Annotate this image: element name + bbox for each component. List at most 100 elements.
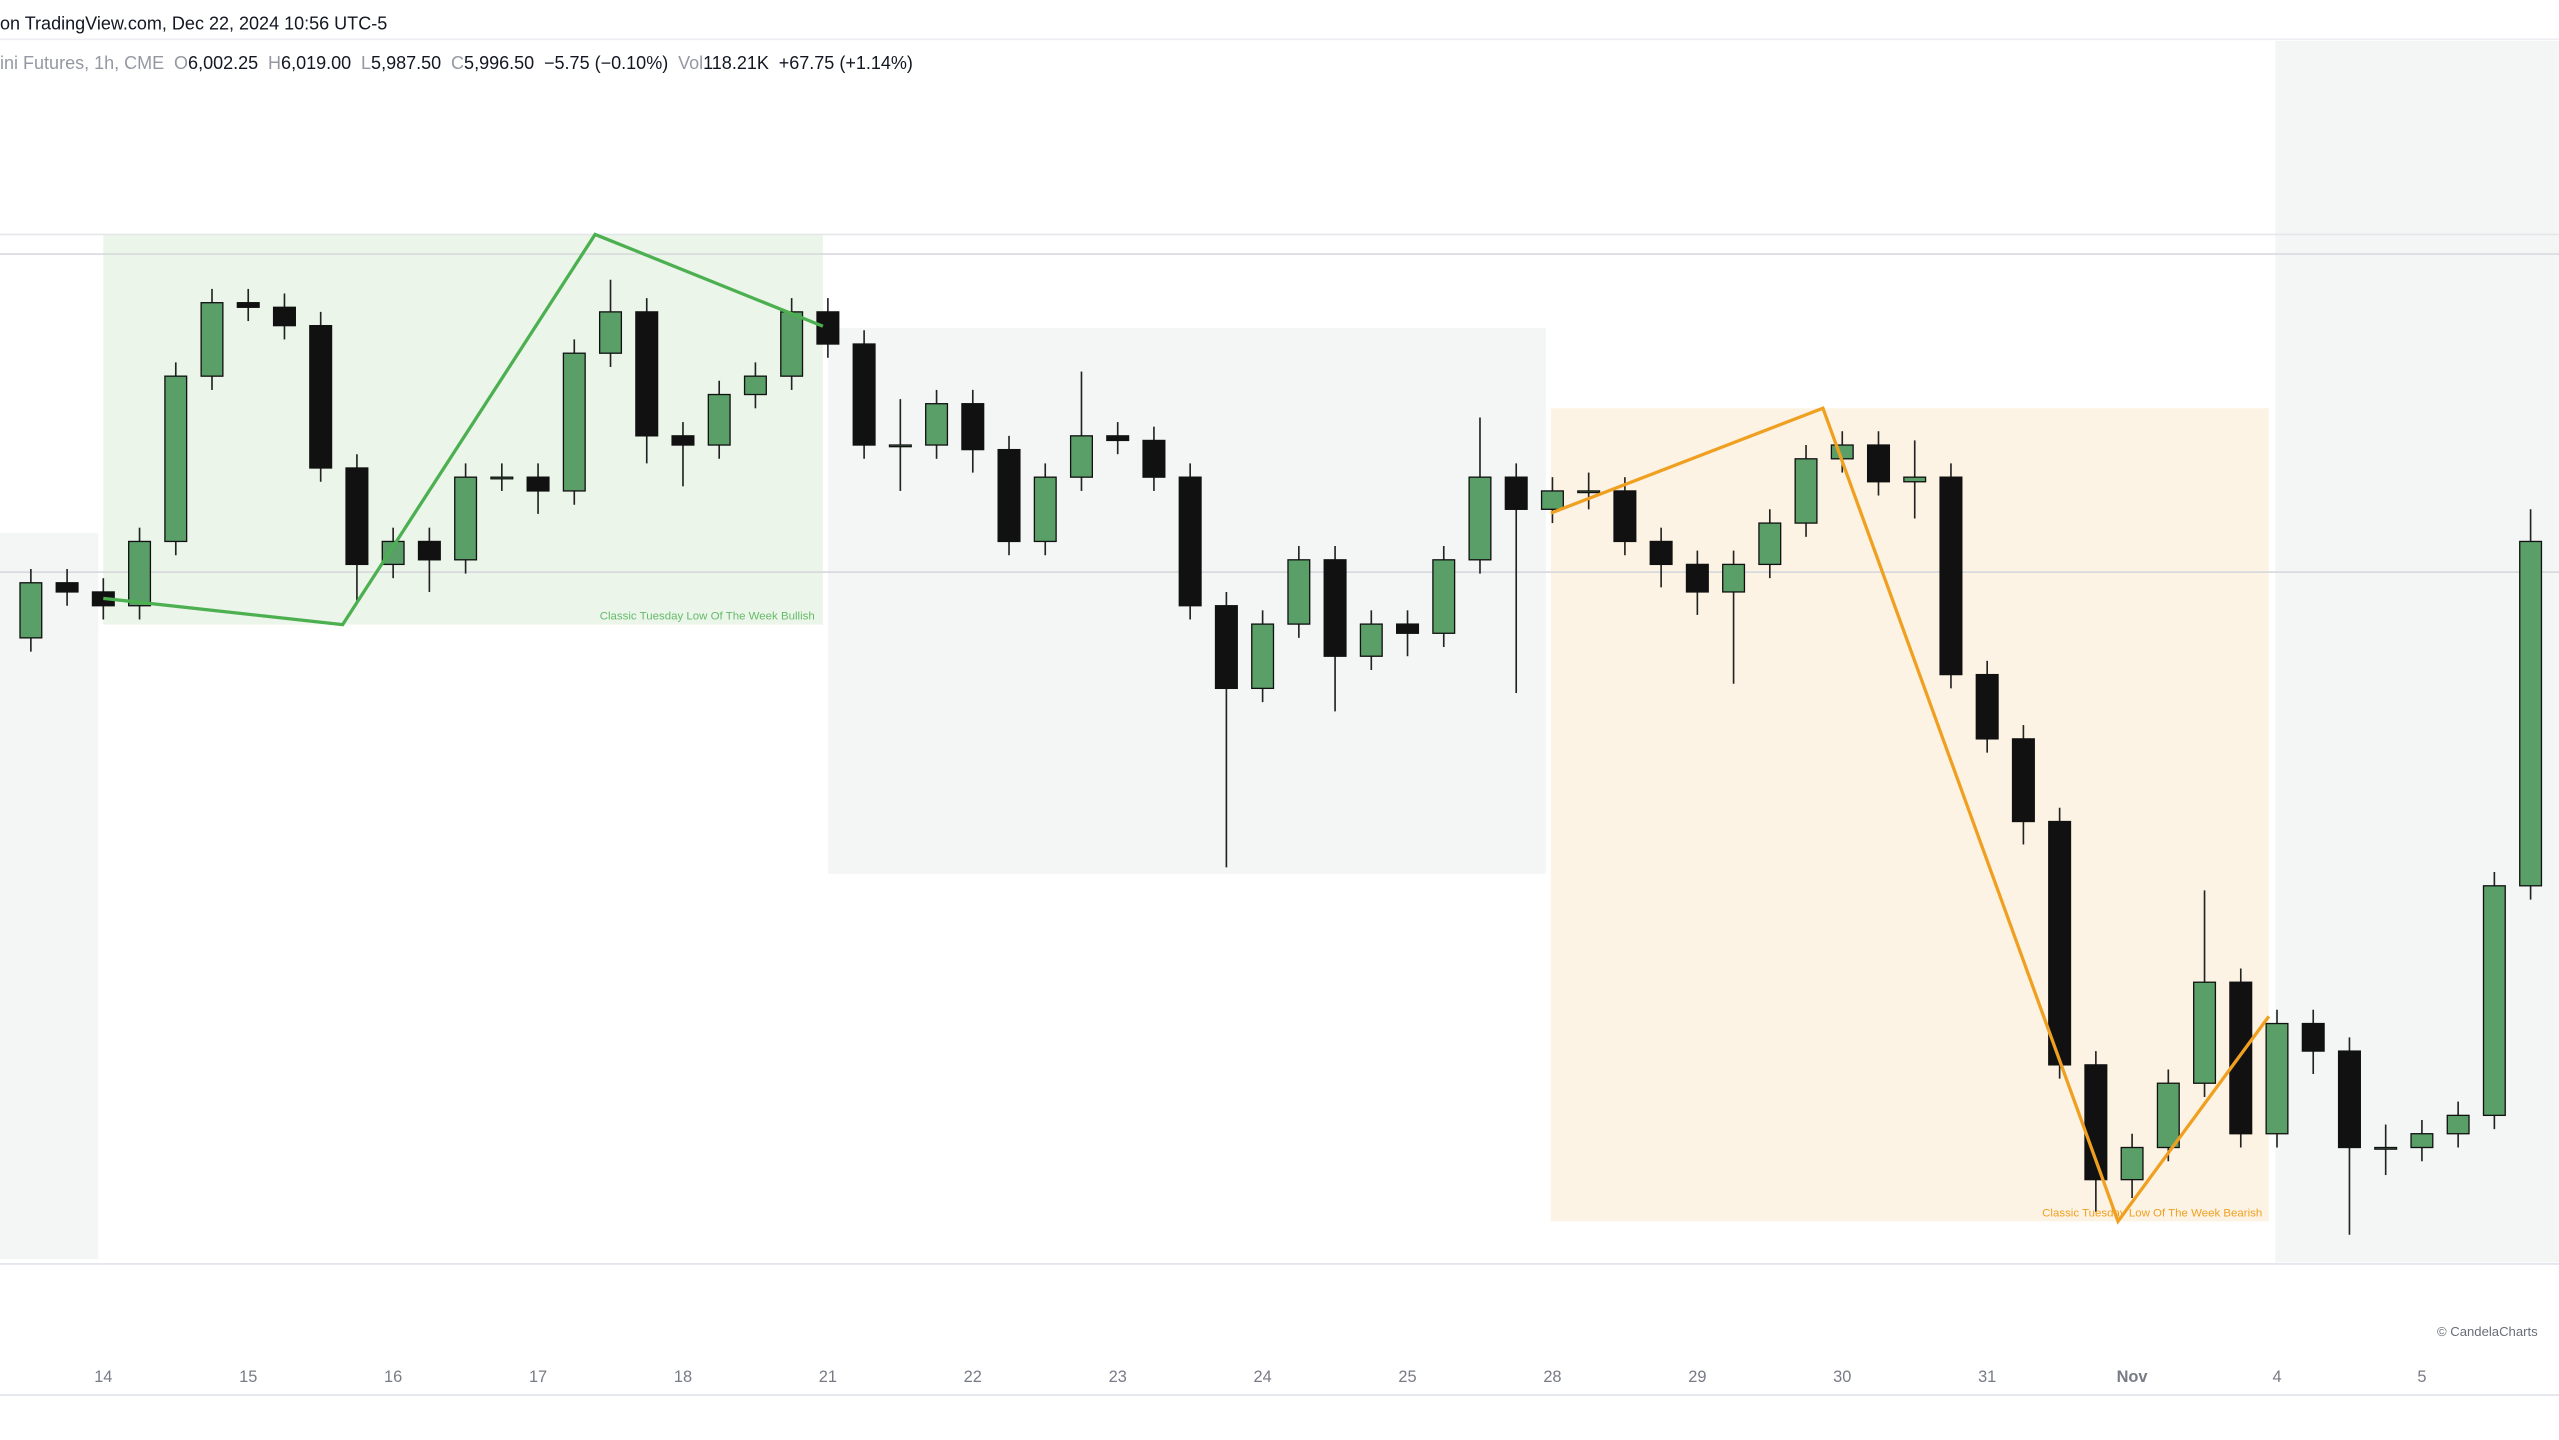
- candle-body: [1722, 563, 1746, 593]
- candle-body: [1685, 563, 1709, 593]
- candle-body: [128, 540, 152, 607]
- x-tick-label: 28: [1543, 1368, 1561, 1386]
- x-tick-label: 21: [819, 1368, 837, 1386]
- ohlc-label: L: [361, 53, 371, 73]
- candle-body: [1939, 476, 1963, 676]
- ohlc-label: C: [451, 53, 464, 73]
- candle-body: [55, 582, 79, 593]
- x-tick-label: 31: [1978, 1368, 1996, 1386]
- candle-body: [1359, 623, 1383, 657]
- candle-body: [1903, 476, 1927, 483]
- candle-body: [2410, 1133, 2434, 1149]
- ohlc-value: 5,987.50: [371, 53, 441, 73]
- zone-label: Classic Tuesday Low Of The Week Bullish: [600, 611, 815, 623]
- candle-body: [1540, 490, 1564, 510]
- candle-body: [1142, 439, 1166, 478]
- candle-body: [2156, 1082, 2180, 1149]
- source-line: on TradingView.com, Dec 22, 2024 10:56 U…: [0, 14, 387, 34]
- x-tick-label: 4: [2272, 1368, 2281, 1386]
- zone-label: Classic Tuesday Low Of The Week Bearish: [2042, 1207, 2262, 1219]
- x-tick-label: 22: [964, 1368, 982, 1386]
- candle-body: [2084, 1064, 2108, 1181]
- candle-body: [2519, 540, 2543, 887]
- ohlc-label: H: [268, 53, 281, 73]
- zone: [2275, 40, 2559, 1263]
- candle-body: [562, 352, 586, 492]
- candle-body: [1033, 476, 1057, 543]
- x-tick-label: Nov: [2117, 1368, 2149, 1386]
- candle-body: [1396, 623, 1420, 634]
- candle-body: [1178, 476, 1202, 607]
- candle-body: [1613, 490, 1637, 543]
- candle-body: [2482, 885, 2506, 1117]
- candle-body: [490, 476, 514, 480]
- candle-body: [1468, 476, 1492, 561]
- candle-body: [997, 448, 1021, 543]
- candle-body: [1866, 444, 1891, 483]
- candle-body: [888, 444, 912, 448]
- candle-body: [1069, 435, 1094, 478]
- candle-body: [1577, 490, 1601, 494]
- candle-body: [200, 302, 224, 377]
- x-tick-label: 5: [2417, 1368, 2426, 1386]
- candle-body: [852, 343, 876, 446]
- watermark: © CandelaCharts: [2437, 1324, 2538, 1339]
- candle-body: [417, 540, 441, 561]
- candle-body: [816, 311, 840, 345]
- change: −5.75 (−0.10%): [544, 53, 668, 73]
- x-tick-label: 17: [529, 1368, 547, 1386]
- candle-body: [345, 467, 369, 566]
- candle-body: [780, 311, 804, 377]
- x-axis: 14 15 16 17 18 21 22 23 24 25 28 29 30 31 Nov 4 5: [94, 1368, 2426, 1386]
- candle-body: [1214, 605, 1238, 690]
- candle-body: [1504, 476, 1528, 510]
- x-tick-label: 25: [1398, 1368, 1416, 1386]
- candle-body: [2265, 1022, 2289, 1135]
- candle-body: [236, 302, 260, 308]
- candle-body: [743, 375, 767, 396]
- candle-body: [2193, 981, 2217, 1084]
- candle-body: [635, 311, 659, 437]
- candle-body: [2446, 1114, 2470, 1135]
- candle-body: [1794, 458, 1818, 524]
- zigzag-bullish: [103, 232, 824, 627]
- candle-body: [925, 403, 949, 446]
- candle-body: [272, 306, 296, 327]
- candle-body: [598, 311, 623, 354]
- candle-body: [2337, 1050, 2361, 1149]
- candles: [19, 279, 2543, 1235]
- candle-body: [381, 540, 405, 566]
- volume-change: +67.75 (+1.14%): [779, 53, 913, 73]
- x-tick-label: 16: [384, 1368, 402, 1386]
- candle-body: [454, 476, 478, 561]
- candle-body: [1323, 559, 1347, 657]
- x-tick-label: 29: [1688, 1368, 1706, 1386]
- candle-body: [1649, 540, 1673, 566]
- zigzag-bearish: [1550, 406, 2271, 1225]
- ohlc-label: O: [174, 53, 188, 73]
- candle-body: [707, 393, 731, 446]
- x-tick-label: 15: [239, 1368, 257, 1386]
- candle-body: [2229, 981, 2253, 1135]
- x-tick-label: 24: [1254, 1368, 1272, 1386]
- symbol: ini Futures, 1h, CME: [0, 53, 164, 73]
- candle-body: [2120, 1146, 2144, 1181]
- candle-body: [2011, 738, 2035, 823]
- candle-body: [526, 476, 550, 492]
- candle-body: [671, 435, 695, 446]
- candle-body: [309, 324, 333, 469]
- ohlc-value: 6,002.25: [188, 53, 258, 73]
- candle-body: [1106, 435, 1130, 442]
- candle-body: [1975, 673, 1999, 740]
- candle-body: [1758, 522, 1782, 566]
- volume-label: Vol: [678, 53, 703, 73]
- zone: [0, 532, 99, 1260]
- volume: 118.21K: [703, 53, 769, 73]
- x-tick-label: 23: [1109, 1368, 1127, 1386]
- ohlc-value: 5,996.50: [464, 53, 534, 73]
- x-tick-label: 18: [674, 1368, 692, 1386]
- ohlc-value: 6,019.00: [281, 53, 351, 73]
- x-tick-label: 14: [94, 1368, 112, 1386]
- candle-body: [164, 375, 188, 543]
